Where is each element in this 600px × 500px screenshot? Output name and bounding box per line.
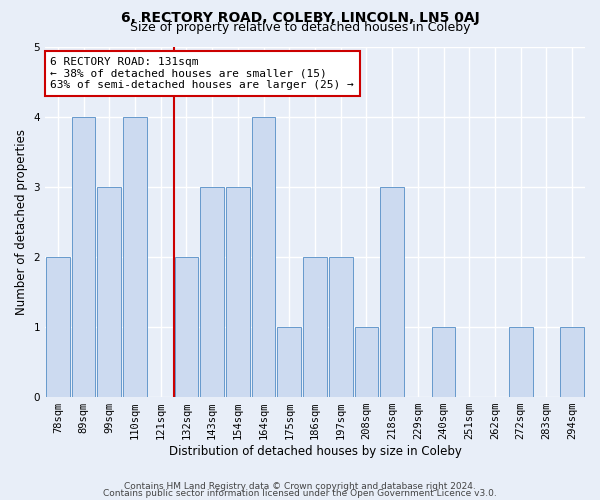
X-axis label: Distribution of detached houses by size in Coleby: Distribution of detached houses by size … bbox=[169, 444, 461, 458]
Bar bbox=[226, 186, 250, 396]
Bar bbox=[432, 326, 455, 396]
Bar bbox=[123, 116, 147, 396]
Text: 6, RECTORY ROAD, COLEBY, LINCOLN, LN5 0AJ: 6, RECTORY ROAD, COLEBY, LINCOLN, LN5 0A… bbox=[121, 11, 479, 25]
Text: Contains HM Land Registry data © Crown copyright and database right 2024.: Contains HM Land Registry data © Crown c… bbox=[124, 482, 476, 491]
Bar bbox=[380, 186, 404, 396]
Bar bbox=[46, 256, 70, 396]
Bar bbox=[72, 116, 95, 396]
Bar bbox=[252, 116, 275, 396]
Bar bbox=[560, 326, 584, 396]
Bar bbox=[200, 186, 224, 396]
Text: Contains public sector information licensed under the Open Government Licence v3: Contains public sector information licen… bbox=[103, 490, 497, 498]
Y-axis label: Number of detached properties: Number of detached properties bbox=[15, 128, 28, 314]
Bar bbox=[329, 256, 353, 396]
Bar bbox=[97, 186, 121, 396]
Bar bbox=[355, 326, 378, 396]
Text: Size of property relative to detached houses in Coleby: Size of property relative to detached ho… bbox=[130, 21, 470, 34]
Bar bbox=[509, 326, 533, 396]
Bar bbox=[303, 256, 327, 396]
Bar bbox=[277, 326, 301, 396]
Text: 6 RECTORY ROAD: 131sqm
← 38% of detached houses are smaller (15)
63% of semi-det: 6 RECTORY ROAD: 131sqm ← 38% of detached… bbox=[50, 57, 354, 90]
Bar bbox=[175, 256, 198, 396]
